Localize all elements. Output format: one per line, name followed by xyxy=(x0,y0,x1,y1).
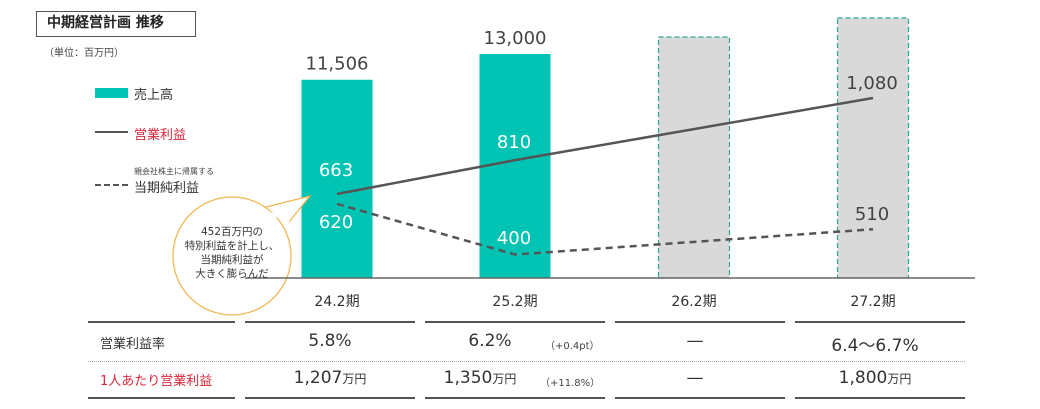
per-person-25-unit: 万円 xyxy=(492,372,517,386)
table-rule xyxy=(615,321,785,323)
row-label-margin: 営業利益率 xyxy=(100,337,166,352)
margin-25-note: （+0.4pt） xyxy=(545,341,600,352)
net-profit-label: 620 xyxy=(319,212,353,233)
operating-profit-label: 810 xyxy=(497,132,531,153)
per-person-26: — xyxy=(686,368,704,388)
legend-operating-label: 営業利益 xyxy=(134,128,187,143)
operating-profit-label: 663 xyxy=(319,160,353,181)
plan-bar xyxy=(657,36,731,279)
x-tick-label: 25.2期 xyxy=(492,294,537,310)
per-person-27-unit: 万円 xyxy=(887,372,912,386)
sales-bar-label: 11,506 xyxy=(306,54,369,75)
row-label-per-person: 1人あたり営業利益 xyxy=(100,374,213,389)
unit-label: （単位：百万円） xyxy=(44,48,124,59)
legend-sales-swatch xyxy=(95,88,128,98)
table-rule xyxy=(795,397,965,399)
callout-line: 特別利益を計上し、 xyxy=(184,240,280,252)
callout-joint xyxy=(267,210,290,224)
callout-line: 当期純利益が xyxy=(200,254,264,266)
table-rule xyxy=(425,397,605,399)
per-person-27: 1,800万円 xyxy=(800,368,950,388)
legend-net-dash xyxy=(95,184,128,186)
per-person-25-value: 1,350 xyxy=(443,368,493,388)
margin-24: 5.8% xyxy=(308,331,352,351)
operating-profit-line xyxy=(336,96,874,196)
per-person-25-note: （+11.8%） xyxy=(540,378,601,389)
plan-bar xyxy=(836,17,910,279)
margin-27: 6.4～6.7% xyxy=(831,336,919,356)
per-person-24-value: 1,207 xyxy=(293,368,343,388)
table-rule xyxy=(88,397,235,399)
sales-bar xyxy=(479,54,551,278)
legend-net-prefix: 親会社株主に帰属する xyxy=(134,167,214,176)
table-rule xyxy=(245,397,415,399)
callout-line: 大きく膨らんだ xyxy=(195,268,269,280)
sales-bar-label: 13,000 xyxy=(484,28,547,49)
table-rule xyxy=(245,321,415,323)
per-person-25: 1,350万円 xyxy=(430,368,530,388)
net-profit-label: 510 xyxy=(855,204,889,225)
per-person-27-value: 1,800 xyxy=(838,368,888,388)
table-rule xyxy=(425,321,605,323)
table-rule xyxy=(615,397,785,399)
net-profit-line xyxy=(336,202,874,256)
legend-operating-line xyxy=(95,131,128,133)
legend-net-label: 当期純利益 xyxy=(134,181,200,196)
per-person-24-unit: 万円 xyxy=(342,372,367,386)
margin-25: 6.2% xyxy=(468,331,512,351)
x-tick-label: 24.2期 xyxy=(314,294,359,310)
margin-26: — xyxy=(686,331,704,351)
x-tick-label: 27.2期 xyxy=(850,294,895,310)
sales-bar xyxy=(301,79,373,278)
table-rule xyxy=(795,321,965,323)
callout-bubble xyxy=(172,196,292,316)
operating-profit-label: 1,080 xyxy=(846,73,898,94)
chart-title: 中期経営計画 推移 xyxy=(36,11,196,37)
table-divider xyxy=(88,361,965,362)
callout-text: 452百万円の 特別利益を計上し、 当期純利益が 大きく膨らんだ xyxy=(172,225,292,281)
legend-sales-label: 売上高 xyxy=(134,88,174,103)
per-person-24: 1,207万円 xyxy=(265,368,395,388)
table-rule xyxy=(88,321,235,323)
callout-line: 452百万円の xyxy=(200,226,264,238)
x-tick-label: 26.2期 xyxy=(671,294,716,310)
net-profit-label: 400 xyxy=(497,228,531,249)
